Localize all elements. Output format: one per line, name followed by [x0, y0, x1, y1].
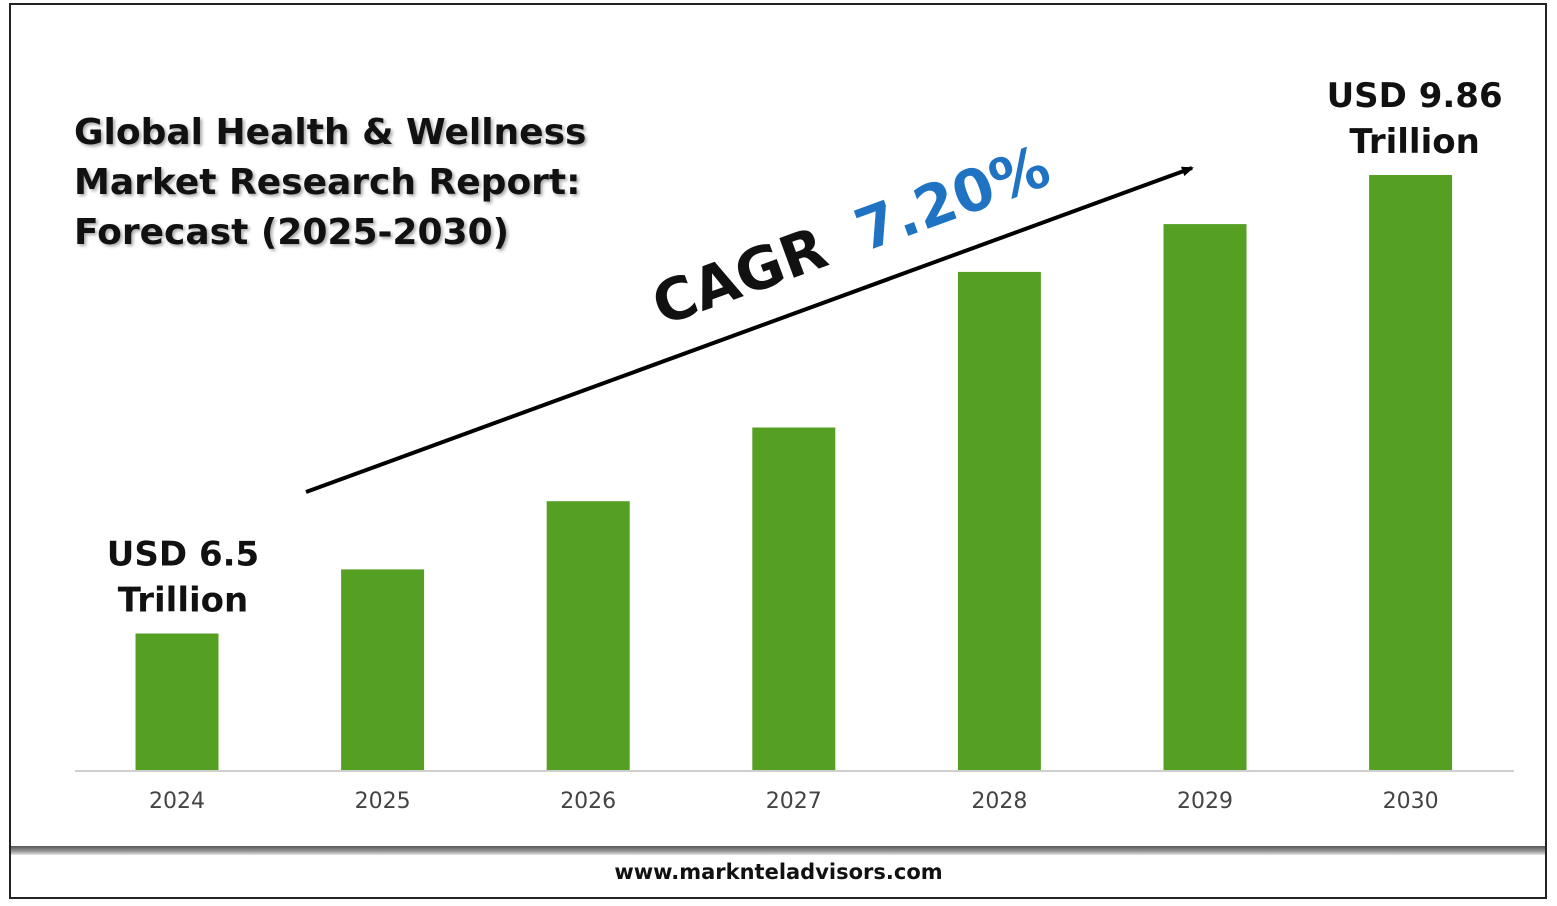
chart-title: Global Health & Wellness Market Research…	[74, 108, 634, 258]
footer-url: www.marknteladvisors.com	[614, 860, 943, 884]
bar-2028	[957, 271, 1041, 770]
title-line-1: Global Health & Wellness	[74, 112, 587, 153]
bar-2026	[546, 501, 630, 770]
data-labels: USD 6.5 Trillion USD 9.86 Trillion	[107, 76, 1503, 621]
x-tick-label-2026: 2026	[560, 789, 616, 814]
data-label-line: USD 6.5	[107, 535, 259, 575]
x-tick-label-2024: 2024	[149, 789, 205, 814]
title-line-2: Market Research Report:	[74, 162, 581, 203]
title-line-3: Forecast (2025-2030)	[74, 212, 510, 253]
x-tick-label-2028: 2028	[971, 789, 1027, 814]
data-label-2030: USD 9.86 Trillion	[1327, 76, 1503, 162]
x-tick-label-2030: 2030	[1383, 789, 1439, 814]
x-axis-ticks: 2024 2025 2026 2027 2028 2029 2030	[149, 789, 1439, 814]
cagr-value: 7.20%	[846, 132, 1058, 265]
data-label-line: USD 9.86	[1327, 76, 1503, 116]
bars-layer	[135, 175, 1453, 771]
data-label-2024: USD 6.5 Trillion	[107, 535, 259, 621]
x-tick-label-2025: 2025	[355, 789, 411, 814]
cagr-arrow	[305, 166, 1194, 494]
bar-2029	[1163, 224, 1247, 771]
cagr-prefix: CAGR	[643, 214, 835, 340]
data-label-line: Trillion	[1349, 122, 1479, 162]
bar-2030	[1369, 175, 1453, 770]
bar-2024	[135, 633, 219, 770]
x-tick-label-2029: 2029	[1177, 789, 1233, 814]
footer-divider	[11, 846, 1545, 855]
bar-2027	[752, 427, 836, 770]
bar-2025	[341, 569, 425, 770]
x-tick-label-2027: 2027	[766, 789, 822, 814]
data-label-line: Trillion	[118, 581, 248, 621]
